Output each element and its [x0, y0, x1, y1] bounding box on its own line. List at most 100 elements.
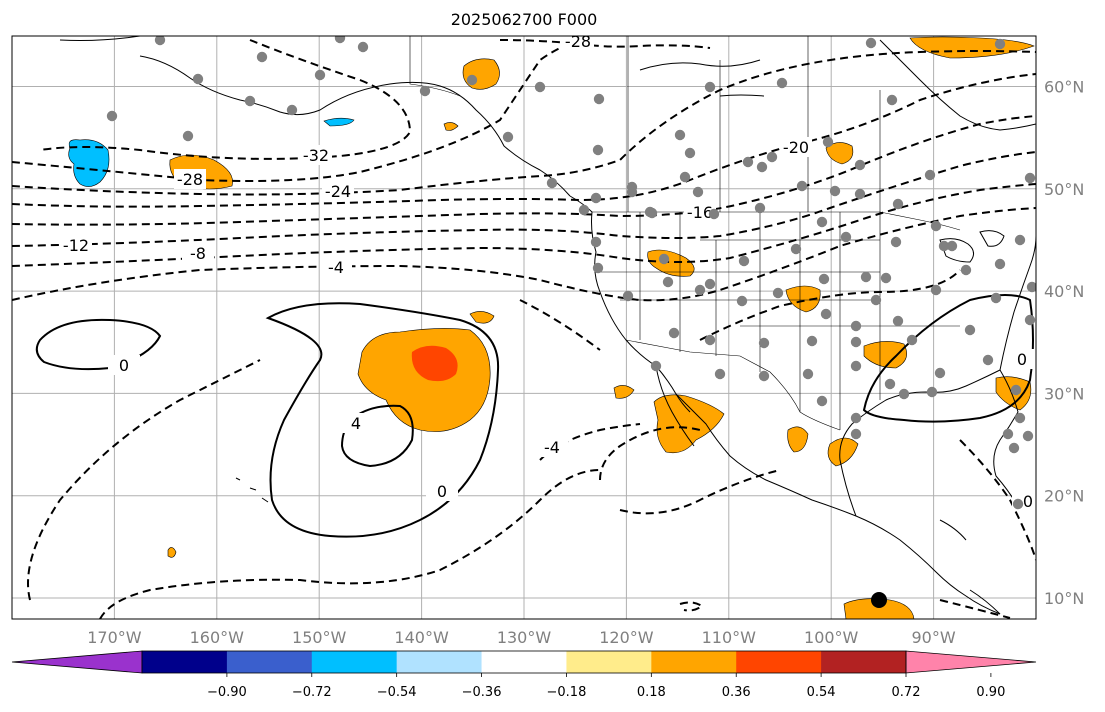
contour-label-bg [426, 481, 458, 501]
station-dot [668, 327, 680, 339]
station-dot [850, 428, 862, 440]
station-dot [1022, 430, 1034, 442]
map-title: 2025062700 F000 [450, 10, 598, 29]
station-dot [106, 110, 118, 122]
lat-tick-label: 20°N [1044, 487, 1084, 506]
contour-label: 4 [340, 413, 372, 433]
colorbar: −0.90 −0.72 −0.54 −0.36 −0.18 0.18 0.36 0.54 0.7… [11, 650, 1037, 700]
station-dot [546, 177, 558, 189]
lat-tick-label: 50°N [1044, 180, 1084, 199]
lon-tick-label: 90°W [912, 628, 956, 647]
contour-label-bg [322, 181, 354, 201]
contour-label: -28 [562, 32, 594, 51]
shade-canada-small [825, 142, 854, 165]
contour-label-bg [174, 169, 206, 189]
border-us-states [600, 212, 960, 430]
colorbar-tick-label: −0.54 [377, 685, 417, 700]
station-dot [626, 186, 638, 198]
station-dot [590, 236, 602, 248]
colorbar-segment [142, 651, 228, 673]
contour-label-bg [684, 202, 716, 222]
contour-label: -16 [684, 202, 716, 222]
contour-neg-12 [12, 151, 1036, 247]
station-dot [850, 412, 862, 424]
station-dot [758, 337, 770, 349]
contour-label-text: 0 [437, 482, 447, 501]
station-dot [964, 324, 976, 336]
station-dot [502, 131, 514, 143]
station-dot [154, 36, 166, 46]
station-dot [704, 278, 716, 290]
station-dot [662, 276, 674, 288]
contour-label-bg [536, 437, 568, 457]
station-dot [592, 144, 604, 156]
lon-tick-label: 160°W [190, 628, 245, 647]
station-dot [1026, 281, 1036, 293]
station-dot [898, 388, 910, 400]
station-dot [850, 336, 862, 348]
station-dot [930, 284, 942, 296]
station-dot [192, 73, 204, 85]
contour-labels: -28 -32 -28 -24 -20 -16 -12 -8 -4 0 0 4 0 -4 0 [60, 32, 1036, 511]
station-dot [816, 216, 828, 228]
contour-0-pacific [265, 302, 500, 538]
station-dot [865, 37, 877, 49]
station-dot [938, 240, 950, 252]
contour-neg-32 [39, 39, 412, 160]
station-dot [593, 93, 605, 105]
shade-mexico-central [787, 426, 809, 453]
colorbar-tick-label: −0.36 [462, 685, 502, 700]
border-alaska [409, 36, 461, 97]
colorbar-segment [821, 651, 907, 673]
contour-label-bg [320, 257, 352, 277]
contour-label-text: 0 [1023, 492, 1033, 511]
lat-tick-label: 10°N [1044, 589, 1084, 608]
station-dot [924, 169, 936, 181]
colorbar-segment [736, 651, 822, 673]
station-dot [314, 69, 326, 81]
lon-tick-label: 130°W [497, 628, 552, 647]
station-dot [578, 204, 590, 216]
station-dot [758, 370, 770, 382]
contour-neg-small [679, 601, 704, 612]
contour-4-pacific [340, 404, 414, 468]
lon-tick-label: 170°W [87, 628, 142, 647]
latitude-ticks: 60°N 50°N 40°N 30°N 20°N 10°N [1044, 78, 1084, 609]
contour-label: 0 [426, 481, 458, 501]
station-dot [694, 284, 706, 296]
colorbar-tick-label: 0.54 [807, 685, 836, 700]
station-dot [738, 255, 750, 267]
station-dot [994, 258, 1006, 270]
contour-label-bg [182, 243, 214, 263]
contour-label-text: 4 [351, 414, 361, 433]
station-dot [736, 295, 748, 307]
station-dot [679, 171, 691, 183]
station-dot [1010, 384, 1022, 396]
colorbar-tick-label: 0.72 [892, 685, 921, 700]
shade-pacific-red [411, 345, 458, 382]
station-dot [692, 186, 704, 198]
contour-label-text: -4 [328, 258, 344, 277]
station-dot [926, 386, 938, 398]
contour-neg-16 [12, 115, 1036, 226]
station-dot [1012, 498, 1024, 510]
station-dot [286, 104, 298, 116]
station-dot [704, 81, 716, 93]
station-dot [860, 271, 872, 283]
lon-tick-label: 100°W [804, 628, 859, 647]
lat-tick-label: 60°N [1044, 78, 1084, 97]
contour-label-text: -28 [565, 32, 591, 51]
shade-ak-small [443, 122, 459, 131]
station-dot [880, 272, 892, 284]
colorbar-segment [566, 651, 652, 673]
station-dot [590, 192, 602, 204]
station-dot [714, 368, 726, 380]
contour-neg-20 [12, 73, 1036, 208]
coast-baja [655, 365, 695, 447]
station-dot [850, 360, 862, 372]
contour-label-text: -4 [544, 438, 560, 457]
shade-mexico-nw [653, 394, 725, 454]
station-dot [1014, 412, 1026, 424]
station-dot [466, 74, 478, 86]
